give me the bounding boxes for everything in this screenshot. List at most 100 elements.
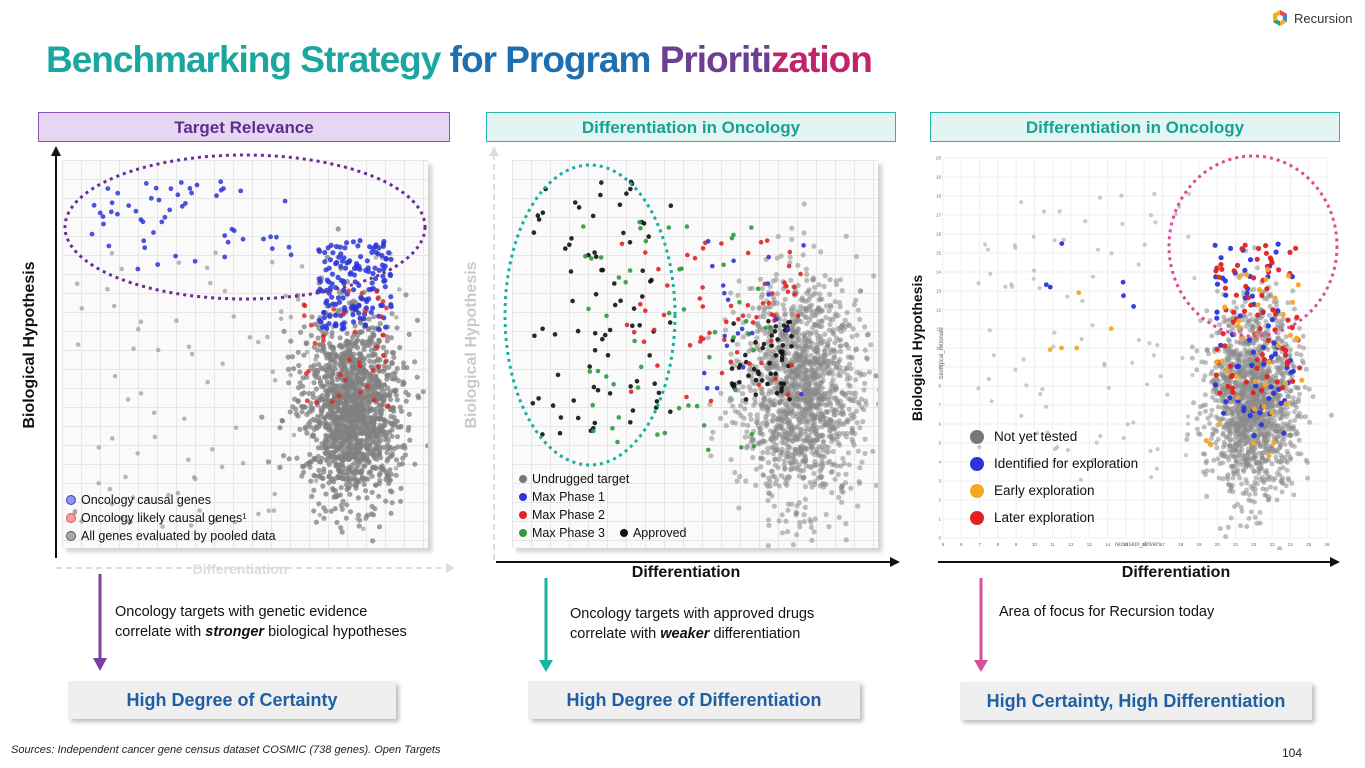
y-tick-label: 12 (936, 308, 942, 313)
causal-gene-point (178, 180, 184, 185)
gene-point (327, 441, 332, 447)
undrugged-point (862, 347, 868, 353)
gene-point (138, 391, 144, 396)
undrugged-point (728, 457, 734, 463)
not-tested-point (1191, 400, 1196, 406)
gene-point (340, 362, 346, 368)
causal-gene-point (370, 245, 376, 252)
undrugged-point (753, 482, 759, 488)
gene-point (285, 354, 291, 360)
phase2-point (684, 394, 689, 400)
undrugged-point (864, 355, 870, 361)
gene-point (295, 297, 301, 302)
approved-point (769, 333, 775, 338)
approved-point (654, 399, 660, 404)
gene-point (383, 498, 389, 504)
phase2-point (754, 315, 759, 320)
gene-point (299, 473, 305, 479)
not-tested-point (1214, 330, 1220, 336)
panel1-axes (51, 146, 455, 573)
not-tested-point (1243, 477, 1249, 483)
phase2-point (643, 308, 648, 313)
gene-point (376, 524, 383, 530)
undrugged-point (771, 503, 777, 509)
gene-point (304, 430, 310, 436)
x-tick-label: 11 (1050, 542, 1055, 547)
gene-point (330, 368, 336, 374)
undrugged-point (750, 454, 756, 461)
gene-point (152, 434, 158, 440)
undrugged-point (816, 373, 823, 379)
not-tested-point (1279, 425, 1285, 431)
gene-point (316, 467, 322, 473)
gene-point (295, 349, 301, 355)
y-tick-label: 17 (936, 213, 942, 218)
gene-point (107, 486, 113, 492)
gene-point (314, 395, 319, 401)
causal-gene-point (106, 243, 112, 249)
y-tick-label: 13 (936, 289, 942, 294)
gene-point (326, 364, 332, 371)
causal-gene-point (274, 234, 279, 240)
phase2-point (697, 296, 703, 301)
approved-point (756, 371, 761, 377)
undrugged-point (819, 385, 825, 391)
legend-label: Max Phase 2 (532, 508, 605, 522)
likely-causal-gene-point (380, 332, 386, 338)
not-tested-point (1273, 281, 1279, 287)
undrugged-point (765, 517, 772, 523)
undrugged-point (804, 271, 810, 277)
not-tested-point (1307, 419, 1313, 425)
gene-point (373, 255, 379, 260)
gene-point (232, 519, 238, 525)
gene-point (377, 321, 383, 327)
phase1-point (766, 254, 771, 260)
gene-point (296, 362, 302, 369)
undrugged-point (851, 442, 857, 448)
causal-gene-point (316, 248, 323, 254)
y-tick-label: 11 (936, 327, 941, 332)
undrugged-point (832, 387, 838, 393)
causal-gene-point (341, 320, 347, 326)
black-dot-icon (619, 524, 628, 542)
y-tick-label: 0 (938, 536, 941, 541)
causal-gene-point (100, 214, 106, 219)
panel2-header: Differentiation in Oncology (486, 112, 896, 142)
undrugged-point (811, 426, 817, 432)
undrugged-point (857, 288, 863, 294)
approved-point (647, 353, 652, 358)
gene-point (366, 458, 372, 464)
x-tick-label: 25 (1306, 542, 1312, 547)
not-tested-point (1303, 414, 1308, 420)
panel1-highlight-ellipse (63, 153, 427, 301)
not-tested-point (1220, 396, 1226, 401)
phase2-point (692, 255, 698, 261)
undrugged-point (804, 418, 810, 424)
gene-point (352, 323, 358, 329)
panel2-legend: Undrugged target Max Phase 1 Max Phase 2… (519, 470, 686, 542)
not-tested-point (1278, 453, 1284, 458)
not-tested-point (1291, 306, 1297, 312)
y-tick-label: 20 (936, 156, 942, 161)
likely-causal-gene-point (380, 299, 386, 304)
not-tested-point (1253, 421, 1259, 427)
undrugged-point (799, 295, 805, 301)
approved-point (761, 341, 767, 347)
gene-point (349, 469, 355, 475)
panel1-header: Target Relevance (38, 112, 450, 142)
gene-point (339, 456, 345, 462)
panel3-header: Differentiation in Oncology (930, 112, 1340, 142)
gene-point (295, 413, 301, 419)
gene-point (356, 384, 362, 389)
undrugged-point (753, 466, 759, 472)
undrugged-point (780, 286, 786, 292)
undrugged-point (773, 271, 779, 278)
undrugged-point (827, 388, 833, 394)
not-tested-point (1194, 367, 1200, 373)
gene-point (328, 344, 334, 350)
gene-point (297, 426, 303, 432)
not-tested-point (1210, 394, 1215, 400)
not-tested-point (1204, 347, 1210, 353)
gene-point (160, 524, 165, 529)
gene-point (329, 330, 335, 336)
